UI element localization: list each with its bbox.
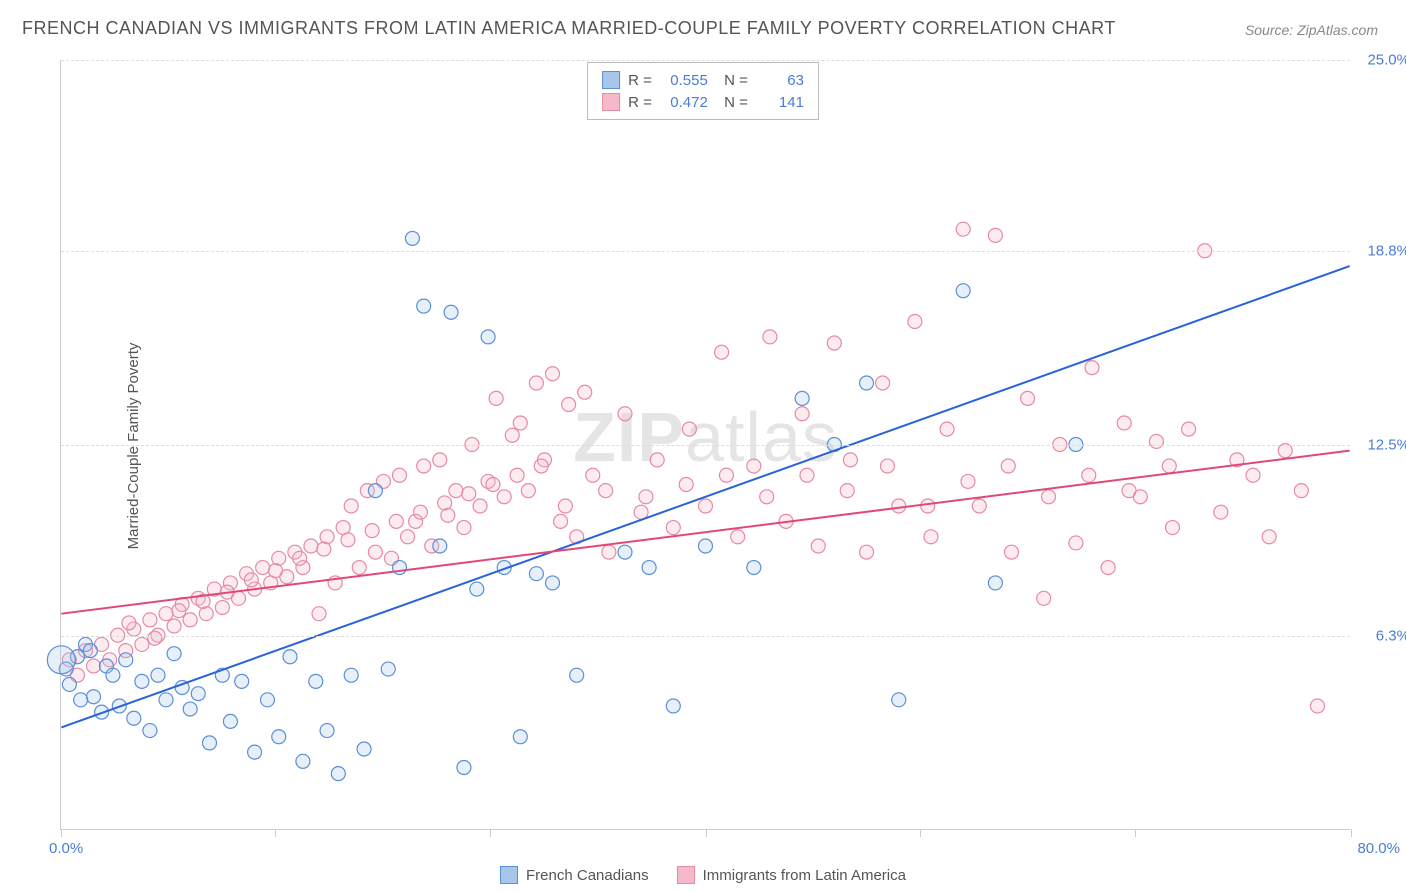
legend-label-1: Immigrants from Latin America [703,867,906,884]
x-tick [1135,829,1136,837]
n-value-0: 63 [758,72,804,89]
x-tick [275,829,276,837]
legend-swatch-bottom-0 [500,866,518,884]
legend-swatch-0 [602,71,620,89]
y-tick-label: 12.5% [1367,437,1406,454]
n-value-1: 141 [758,94,804,111]
x-tick [490,829,491,837]
n-label: N = [716,72,748,89]
legend-row-series-0: R = 0.555 N = 63 [602,69,804,91]
legend-item-0: French Canadians [500,866,649,884]
chart-title: FRENCH CANADIAN VS IMMIGRANTS FROM LATIN… [22,18,1116,39]
legend-label-0: French Canadians [526,867,649,884]
r-value-0: 0.555 [662,72,708,89]
y-tick-label: 25.0% [1367,52,1406,69]
y-tick-label: 6.3% [1376,627,1406,644]
x-tick [1351,829,1352,837]
y-tick-label: 18.8% [1367,242,1406,259]
gridline-horizontal [61,445,1350,446]
series-legend: French Canadians Immigrants from Latin A… [500,866,906,884]
legend-swatch-bottom-1 [677,866,695,884]
n-label: N = [716,94,748,111]
legend-swatch-1 [602,93,620,111]
legend-row-series-1: R = 0.472 N = 141 [602,91,804,113]
source-attribution: Source: ZipAtlas.com [1245,22,1378,38]
r-label: R = [628,94,652,111]
x-axis-min-label: 0.0% [49,840,83,857]
x-tick [61,829,62,837]
correlation-legend: R = 0.555 N = 63 R = 0.472 N = 141 [587,62,819,120]
x-tick [706,829,707,837]
r-label: R = [628,72,652,89]
gridline-horizontal [61,636,1350,637]
x-axis-max-label: 80.0% [1357,840,1400,857]
gridline-horizontal [61,60,1350,61]
r-value-1: 0.472 [662,94,708,111]
chart-plot-area: ZIPatlas 0.0% 80.0% 6.3%12.5%18.8%25.0% [60,60,1350,830]
legend-item-1: Immigrants from Latin America [677,866,906,884]
x-tick [920,829,921,837]
gridline-horizontal [61,251,1350,252]
